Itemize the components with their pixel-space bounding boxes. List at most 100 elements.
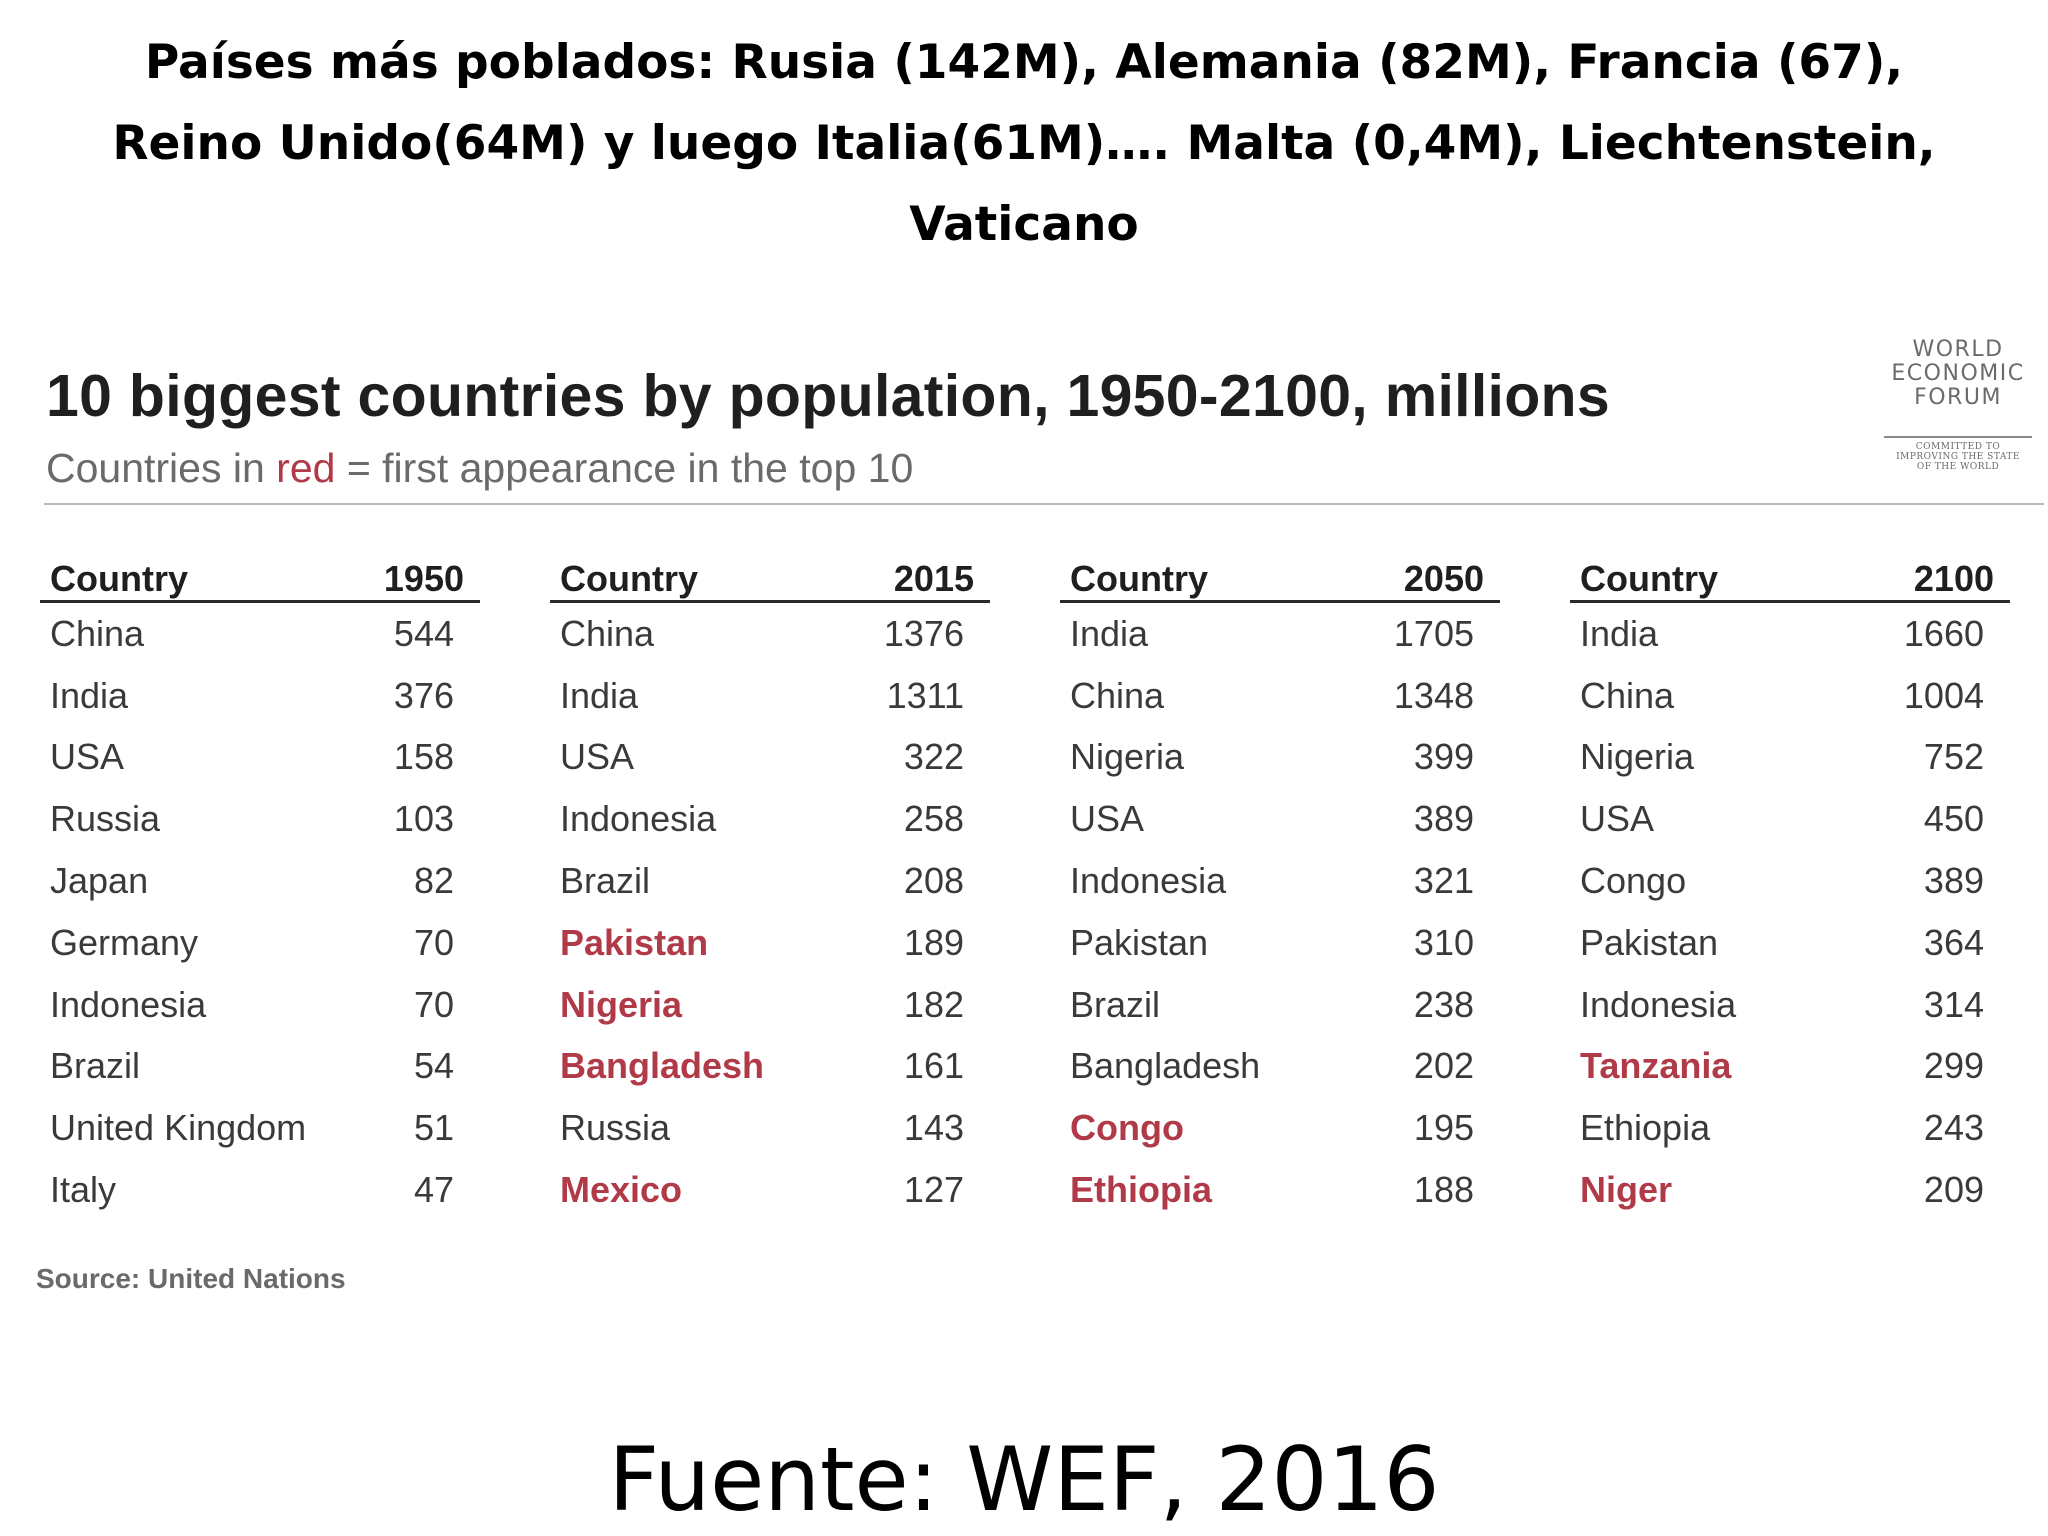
logo-tagline: OF THE WORLD xyxy=(1916,462,2000,472)
population-value: 1348 xyxy=(1393,674,1474,716)
population-value: 389 xyxy=(1923,860,1984,902)
population-value: 189 xyxy=(903,921,964,963)
subtitle-red-word: red xyxy=(276,445,336,491)
country-name: Indonesia xyxy=(560,798,717,840)
country-name: Brazil xyxy=(1070,983,1161,1025)
country-name-new: Ethiopia xyxy=(1070,1169,1212,1211)
country-name: Nigeria xyxy=(1070,736,1185,778)
slide-footer: Fuente: WEF, 2016 xyxy=(608,1428,1440,1531)
population-value: 158 xyxy=(393,736,454,778)
country-name: China xyxy=(560,612,655,654)
population-value: 258 xyxy=(903,798,964,840)
table-row: Russia 143 xyxy=(550,1097,990,1159)
table-row: Indonesia 70 xyxy=(40,974,480,1036)
country-name: United Kingdom xyxy=(50,1107,307,1149)
table-row: India 1660 xyxy=(1570,603,2010,665)
country-name: Russia xyxy=(50,798,161,840)
table-row: Brazil 208 xyxy=(550,850,990,912)
table-row: Bangladesh 202 xyxy=(1060,1036,1500,1098)
table-header: Country 2050 xyxy=(1060,550,1500,603)
table-row: China 1348 xyxy=(1060,665,1500,727)
population-value: 399 xyxy=(1413,736,1474,778)
table-row: Nigeria 399 xyxy=(1060,727,1500,789)
population-value: 1376 xyxy=(883,612,964,654)
table-row: China 1004 xyxy=(1570,665,2010,727)
population-value: 1004 xyxy=(1903,674,1984,716)
population-value: 299 xyxy=(1923,1045,1984,1087)
table-row: Tanzania 299 xyxy=(1570,1036,2010,1098)
table-row: Germany 70 xyxy=(40,912,480,974)
country-name: Brazil xyxy=(560,860,651,902)
population-value: 208 xyxy=(903,860,964,902)
slide-title-line: Reino Unido(64M) y luego Italia(61M)…. M… xyxy=(112,116,1936,171)
table-header: Country 2015 xyxy=(550,550,990,603)
table-header: Country 1950 xyxy=(40,550,480,603)
table-row: USA 322 xyxy=(550,727,990,789)
country-name: India xyxy=(1580,612,1659,654)
population-value: 1705 xyxy=(1393,612,1474,654)
header-year: 2015 xyxy=(893,558,974,599)
table-row: Brazil 238 xyxy=(1060,974,1500,1036)
country-name: India xyxy=(560,674,639,716)
country-name: Ethiopia xyxy=(1580,1107,1711,1149)
table-row: Pakistan 364 xyxy=(1570,912,2010,974)
country-name: USA xyxy=(1580,798,1655,840)
country-name-new: Mexico xyxy=(560,1169,683,1211)
table-row: India 376 xyxy=(40,665,480,727)
population-value: 127 xyxy=(903,1169,964,1211)
logo-line: WORLD xyxy=(1912,337,2004,362)
population-value: 161 xyxy=(903,1045,964,1087)
country-name: Pakistan xyxy=(1070,921,1209,963)
header-divider xyxy=(44,503,2044,505)
country-name: India xyxy=(1070,612,1149,654)
table-row: Ethiopia 188 xyxy=(1060,1159,1500,1221)
header-country: Country xyxy=(50,558,188,599)
population-value: 51 xyxy=(413,1107,454,1149)
subtitle-suffix: = first appearance in the top 10 xyxy=(335,445,914,491)
population-value: 544 xyxy=(393,612,454,654)
table-row: India 1311 xyxy=(550,665,990,727)
country-name-new: Tanzania xyxy=(1580,1045,1732,1087)
slide-title-line: Vaticano xyxy=(909,197,1139,252)
country-name: Pakistan xyxy=(1580,921,1719,963)
population-value: 389 xyxy=(1413,798,1474,840)
subtitle-prefix: Countries in xyxy=(46,445,277,491)
header-country: Country xyxy=(1580,558,1718,599)
population-value: 752 xyxy=(1923,736,1984,778)
logo-tagline: IMPROVING THE STATE xyxy=(1896,452,2020,462)
table-row: Indonesia 314 xyxy=(1570,974,2010,1036)
country-name: USA xyxy=(50,736,125,778)
table-row: Congo 195 xyxy=(1060,1097,1500,1159)
logo-divider xyxy=(1884,436,2032,438)
table-row: India 1705 xyxy=(1060,603,1500,665)
ranking-table-2100: Country 2100 India 1660 China 1004 Nigeria 752 U… xyxy=(1570,550,2010,1221)
table-row: Indonesia 258 xyxy=(550,788,990,850)
ranking-table-2015: Country 2015 China 1376 India 1311 USA 322 Indon… xyxy=(550,550,990,1221)
slide-title: Países más poblados: Rusia (142M), Alema… xyxy=(0,22,2048,265)
population-value: 1311 xyxy=(886,674,964,716)
population-value: 47 xyxy=(413,1169,454,1211)
country-name: Indonesia xyxy=(50,983,207,1025)
population-value: 202 xyxy=(1413,1045,1474,1087)
table-row: Nigeria 182 xyxy=(550,974,990,1036)
population-value: 1660 xyxy=(1903,612,1984,654)
population-value: 376 xyxy=(393,674,454,716)
country-name: Italy xyxy=(50,1169,117,1211)
country-name-new: Pakistan xyxy=(560,921,709,963)
header-year: 2050 xyxy=(1403,558,1484,599)
country-name: Japan xyxy=(50,860,149,902)
population-value: 82 xyxy=(413,860,454,902)
population-value: 70 xyxy=(413,921,454,963)
country-name: USA xyxy=(560,736,635,778)
table-row: USA 389 xyxy=(1060,788,1500,850)
population-value: 314 xyxy=(1923,983,1984,1025)
source-note: Source: United Nations xyxy=(36,1263,346,1294)
country-name-new: Congo xyxy=(1070,1107,1184,1149)
country-name: USA xyxy=(1070,798,1145,840)
header-year: 2100 xyxy=(1913,558,1994,599)
table-row: Brazil 54 xyxy=(40,1036,480,1098)
table-row: China 1376 xyxy=(550,603,990,665)
table-row: United Kingdom 51 xyxy=(40,1097,480,1159)
country-name-new: Nigeria xyxy=(560,983,683,1025)
table-row: Indonesia 321 xyxy=(1060,850,1500,912)
